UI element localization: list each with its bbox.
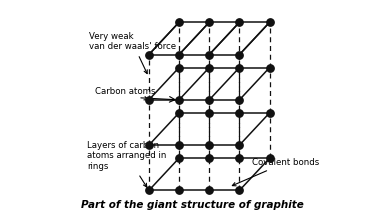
Point — [206, 189, 212, 192]
Point — [237, 111, 243, 115]
Point — [237, 143, 243, 147]
Text: Carbon atoms: Carbon atoms — [95, 87, 156, 100]
Text: Very weak
van der waals' force: Very weak van der waals' force — [88, 32, 175, 74]
Point — [206, 143, 212, 147]
Point — [176, 156, 182, 160]
Point — [237, 156, 243, 160]
Text: Layers of carbon
atoms arranged in
rings: Layers of carbon atoms arranged in rings — [88, 141, 167, 187]
Point — [176, 98, 182, 102]
Point — [206, 21, 212, 24]
Point — [237, 189, 243, 192]
Point — [237, 98, 243, 102]
Point — [206, 66, 212, 69]
Point — [176, 189, 182, 192]
Point — [146, 143, 152, 147]
Point — [266, 21, 273, 24]
Point — [206, 98, 212, 102]
Point — [176, 111, 182, 115]
Point — [266, 66, 273, 69]
Point — [266, 156, 273, 160]
Point — [176, 53, 182, 56]
Text: Covalent bonds: Covalent bonds — [232, 158, 319, 186]
Point — [237, 53, 243, 56]
Text: Part of the giant structure of graphite: Part of the giant structure of graphite — [81, 200, 303, 210]
Point — [206, 156, 212, 160]
Point — [237, 21, 243, 24]
Point — [146, 189, 152, 192]
Point — [237, 66, 243, 69]
Point — [176, 21, 182, 24]
Point — [176, 143, 182, 147]
Point — [206, 111, 212, 115]
Point — [266, 111, 273, 115]
Point — [206, 53, 212, 56]
Point — [176, 66, 182, 69]
Point — [146, 98, 152, 102]
Point — [146, 53, 152, 56]
